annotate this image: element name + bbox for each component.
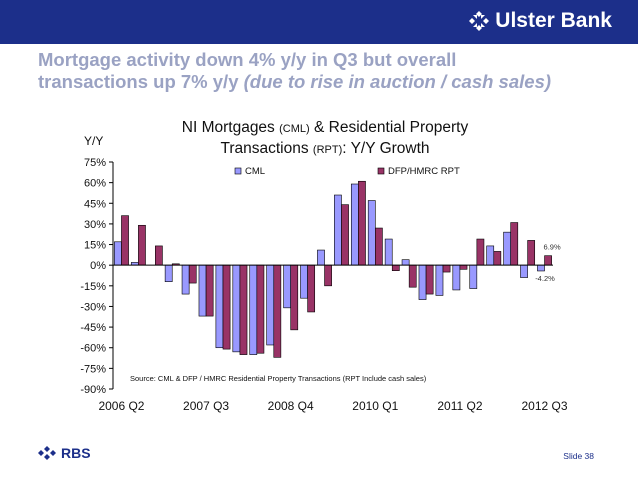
cml-bar-2008-q4 xyxy=(283,264,291,309)
cml-bar-2010-q1 xyxy=(367,200,376,266)
y-tick-label: 15% xyxy=(84,240,106,252)
rpt-bar-2006-q2 xyxy=(121,215,129,266)
cml-bar-2009-q2 xyxy=(317,249,325,266)
x-tick-label: 2006 Q2 xyxy=(98,399,144,413)
cml-bar-2012-q2 xyxy=(520,264,528,278)
cml-bar-2007-q1 xyxy=(164,264,173,282)
cml-bar-2008-q2 xyxy=(249,264,258,355)
rpt-bar-2006-q3 xyxy=(138,224,146,266)
cml-bar-2010-q4 xyxy=(418,264,427,300)
legend-swatch xyxy=(234,167,242,175)
chart-title-part3: Transactions xyxy=(220,140,313,157)
header-bar xyxy=(0,0,638,44)
rpt-bar-2008-q4 xyxy=(290,264,299,331)
y-tick-label: -75% xyxy=(80,363,106,375)
slide-number: Slide 38 xyxy=(563,451,594,461)
rpt-bar-2010-q4 xyxy=(425,264,434,295)
rpt-bar-2011-q4 xyxy=(493,251,502,266)
subtitle-line-2-italic: (due to rise in auction / cash sales) xyxy=(243,71,552,92)
rpt-bar-2009-q1 xyxy=(307,264,316,313)
cml-bar-2010-q3 xyxy=(401,259,410,266)
rpt-bar-2007-q4 xyxy=(222,264,231,350)
chart-title-part4: : Y/Y Growth xyxy=(342,140,430,157)
x-tick-label: 2007 Q3 xyxy=(183,399,229,413)
chart-title-part2: & Residential Property xyxy=(309,119,469,136)
rpt-bar-2011-q2 xyxy=(459,264,468,270)
chart-title-part1: NI Mortgages xyxy=(181,119,280,136)
rpt-bar-2011-q3 xyxy=(476,238,485,266)
rpt-bar-2009-q3 xyxy=(341,204,349,266)
x-tick-label: 2011 Q2 xyxy=(437,399,482,413)
rpt-bar-2012-q2 xyxy=(527,240,536,266)
cml-bar-2011-q1 xyxy=(435,264,444,296)
y-tick-label: -90% xyxy=(80,384,106,396)
cml-bar-2010-q2 xyxy=(384,238,393,266)
y-tick-label: 30% xyxy=(84,219,106,231)
subtitle-line-2: transactions up 7% y/y (due to rise in a… xyxy=(38,71,638,93)
data-label: 6.9% xyxy=(544,243,561,252)
y-tick-label: -15% xyxy=(80,281,106,293)
rpt-bar-2011-q1 xyxy=(442,264,451,273)
chart-title-line-1: NI Mortgages (CML) & Residential Propert… xyxy=(160,118,490,139)
chart-source-note: Source: CML & DFP / HMRC Residential Pro… xyxy=(130,374,427,383)
subtitle-line-2-main: transactions up 7% y/y xyxy=(38,71,244,92)
rpt-bar-2009-q2 xyxy=(324,264,332,287)
rpt-bar-2010-q2 xyxy=(391,264,400,271)
legend-swatch xyxy=(377,167,385,175)
data-label: -4.2% xyxy=(535,274,555,283)
rbs-brand: RBS xyxy=(61,445,91,461)
chart-title-cml: (CML) xyxy=(279,123,310,135)
x-tick-label: 2008 Q4 xyxy=(268,399,314,413)
cml-bar-2012-q3 xyxy=(537,264,545,272)
y-tick-label: 45% xyxy=(84,198,106,210)
y-tick-label: 0% xyxy=(90,260,106,272)
slide-subtitle: Mortgage activity down 4% y/y in Q3 but … xyxy=(38,49,638,93)
ulster-bank-logo-icon xyxy=(469,11,490,31)
y-axis-label: Y/Y xyxy=(84,134,104,148)
cml-bar-2008-q3 xyxy=(266,264,275,346)
chart-title-line-2: Transactions (RPT): Y/Y Growth xyxy=(160,139,490,160)
y-tick-label: -30% xyxy=(80,301,106,313)
rpt-bar-2008-q2 xyxy=(256,264,265,354)
rpt-bar-2007-q3 xyxy=(205,264,214,317)
rpt-bar-2010-q1 xyxy=(375,227,383,266)
rpt-bar-2008-q1 xyxy=(239,264,248,355)
cml-bar-2008-q1 xyxy=(232,264,241,353)
rbs-logo-icon xyxy=(38,446,56,460)
rpt-bar-2010-q3 xyxy=(408,264,417,288)
chart-title-rpt: (RPT) xyxy=(312,144,343,156)
cml-bar-2009-q3 xyxy=(334,194,342,266)
rpt-bar-2009-q4 xyxy=(358,180,366,266)
cml-bar-2012-q1 xyxy=(503,231,511,266)
rbs-logo: RBS xyxy=(38,444,91,462)
legend-label: DFP/HMRC RPT xyxy=(388,166,460,177)
rpt-bar-2012-q1 xyxy=(510,222,519,266)
cml-bar-2007-q4 xyxy=(215,264,224,349)
rpt-bar-2008-q3 xyxy=(273,264,282,358)
cml-bar-2011-q2 xyxy=(452,264,461,291)
y-tick-label: -60% xyxy=(80,343,106,355)
cml-bar-2009-q1 xyxy=(300,264,308,299)
cml-bar-2011-q4 xyxy=(486,245,495,266)
cml-bar-2007-q2 xyxy=(181,264,190,295)
cml-bar-2009-q4 xyxy=(350,183,359,266)
chart-title: NI Mortgages (CML) & Residential Propert… xyxy=(160,118,490,160)
ulster-bank-logo: Ulster Bank xyxy=(469,7,612,35)
bank-name: Ulster Bank xyxy=(495,9,612,32)
legend-label: CML xyxy=(245,166,265,177)
subtitle-line-1: Mortgage activity down 4% y/y in Q3 but … xyxy=(38,49,457,70)
rpt-bar-2006-q4 xyxy=(155,245,163,266)
y-tick-label: 60% xyxy=(84,178,106,190)
x-tick-label: 2012 Q3 xyxy=(522,399,568,413)
x-tick-label: 2010 Q1 xyxy=(352,399,398,413)
y-tick-label: 75% xyxy=(84,157,106,169)
rpt-bar-2007-q2 xyxy=(188,264,197,284)
y-tick-label: -45% xyxy=(80,322,106,334)
cml-bar-2007-q3 xyxy=(198,264,207,317)
cml-bar-2006-q2 xyxy=(114,241,122,266)
rpt-bar-2012-q3 xyxy=(544,255,552,266)
cml-bar-2011-q3 xyxy=(469,264,478,289)
